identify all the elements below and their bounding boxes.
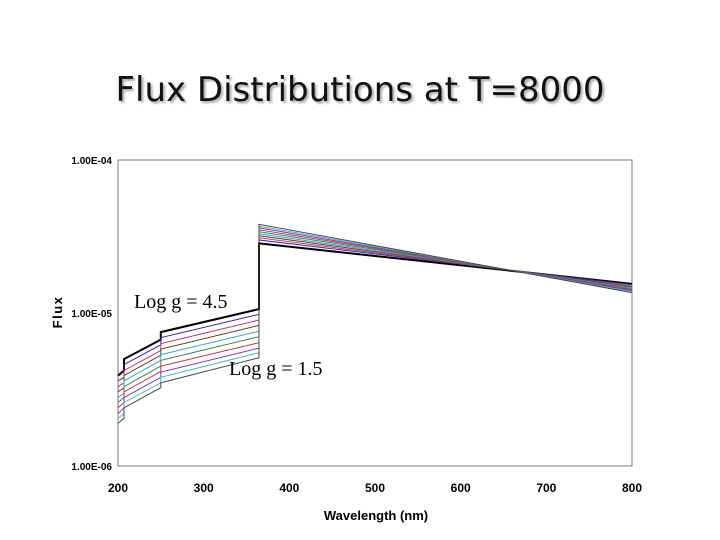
series-line-5 (117, 233, 633, 398)
x-tick-labels: 200 300 400 500 600 700 800 (108, 481, 642, 495)
x-tick-label: 600 (451, 481, 471, 495)
x-tick-label: 200 (108, 481, 128, 495)
x-tick-label: 500 (365, 481, 385, 495)
y-tick-label: 1.00E-05 (71, 309, 112, 320)
plot-area-frame (117, 159, 633, 467)
y-tick-label: 1.00E-06 (71, 462, 112, 473)
annotation-log-g-high: Log g = 4.5 (134, 291, 228, 313)
series-line-9 (117, 225, 633, 419)
series-line-6 (117, 231, 633, 403)
y-tick-label: 1.00E-04 (71, 156, 112, 167)
x-axis-title: Wavelength (nm) (324, 508, 428, 523)
x-tick-label: 700 (536, 481, 556, 495)
x-tick-label: 300 (194, 481, 214, 495)
y-axis-title: Flux (50, 296, 65, 329)
x-tick-label: 400 (279, 481, 299, 495)
slide-title: Flux Distributions at T=8000 (115, 70, 605, 110)
x-tick-label: 800 (622, 481, 642, 495)
series-line-10 (117, 223, 633, 424)
annotation-log-g-low: Log g = 1.5 (229, 358, 323, 380)
series-layer (117, 223, 633, 424)
y-tick-labels: 1.00E-06 1.00E-05 1.00E-04 (71, 156, 112, 473)
